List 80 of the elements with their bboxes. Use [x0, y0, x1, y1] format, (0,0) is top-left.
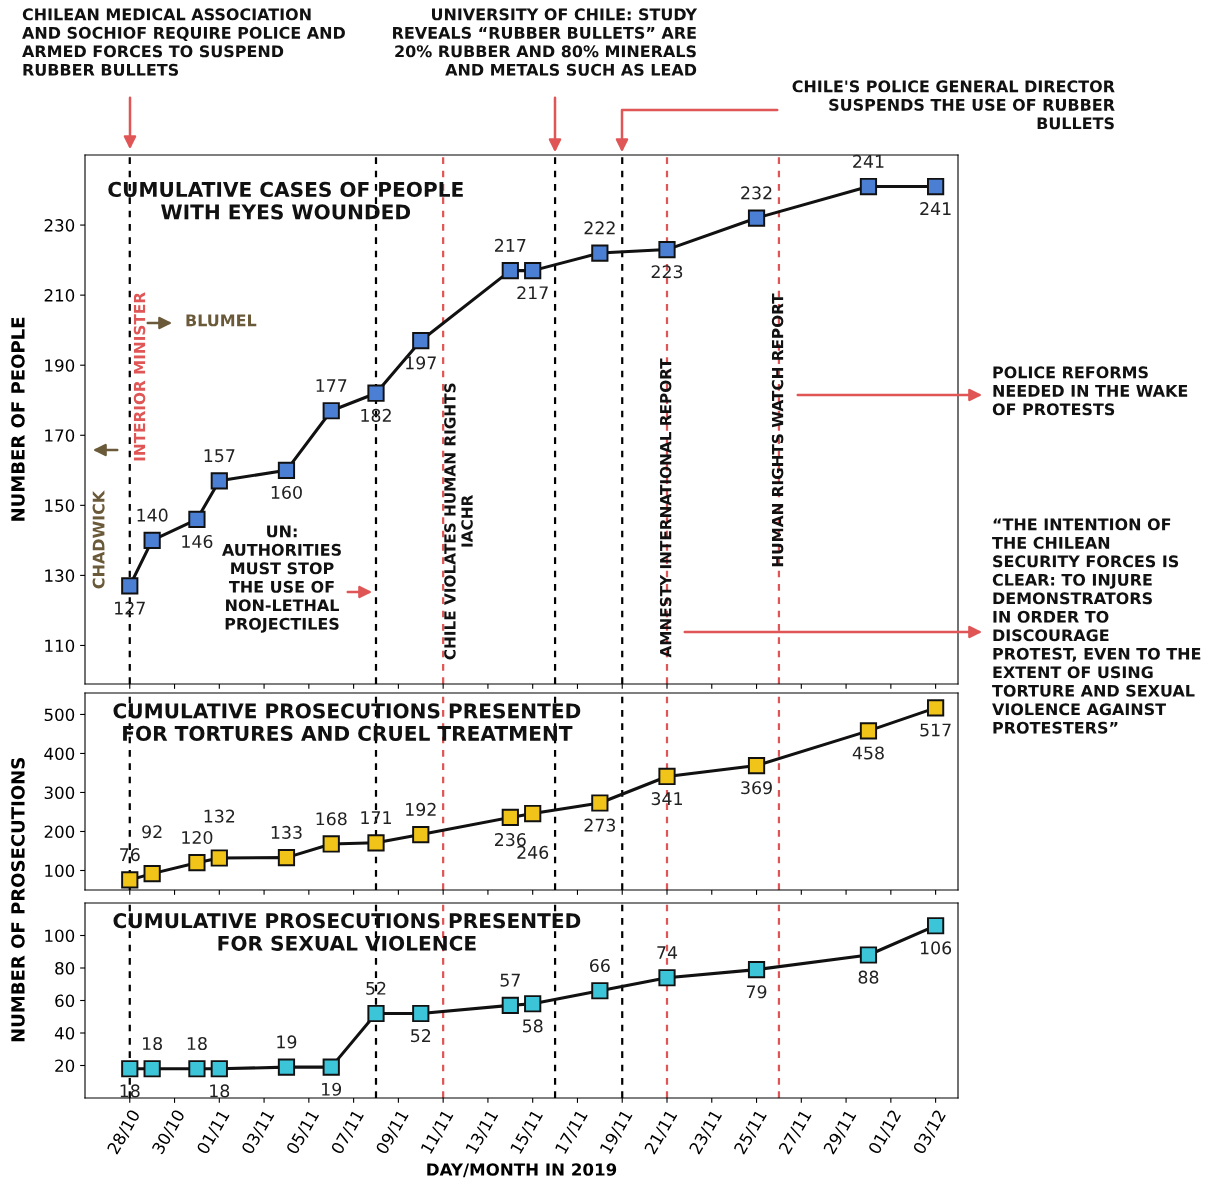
data-label: 52 [411, 1029, 431, 1043]
data-label: 18 [187, 1036, 207, 1051]
y-tick-label: 20 [55, 1059, 75, 1073]
annotation: BLUMEL [186, 314, 257, 327]
data-label: 74 [657, 946, 678, 959]
data-label: 236 [495, 833, 526, 847]
y-tick-label: 210 [44, 289, 75, 302]
y-tick-label: 80 [55, 961, 75, 975]
data-label: 79 [746, 985, 767, 999]
text: POLICE REFORMS NEEDED IN THE WAKE OF PROTESTS [992, 366, 1188, 416]
data-label: 168 [316, 812, 347, 826]
y-tick-label: 500 [44, 708, 75, 722]
y-tick-label: 130 [45, 569, 75, 582]
data-label: 140 [137, 508, 168, 522]
data-label: 177 [316, 379, 347, 392]
data-label: 66 [590, 958, 610, 973]
y-tick-label: 230 [44, 219, 75, 232]
data-label: 241 [853, 154, 884, 168]
data-label: 132 [204, 809, 235, 823]
y-tick-label: 400 [44, 747, 75, 761]
text: CUMULATIVE CASES OF PEOPLE WITH EYES WOUNDED [108, 181, 463, 220]
data-label: 160 [271, 485, 302, 500]
data-label: 223 [651, 265, 683, 279]
data-label: 458 [852, 746, 884, 760]
text: CUMULATIVE PROSECUTIONS PRESENTED FOR TORTURES AND CRUEL TREATMENT [113, 703, 581, 741]
y-axis-title: NUMBER OF PROSECUTIONS [11, 758, 25, 1042]
data-label: 232 [741, 186, 772, 200]
ref-line-label: AMNESTY INTERNATIONAL REPORT [659, 358, 672, 658]
ref-line-label: CHILE VIOLATES HUMAN RIGHTS IACHR [444, 383, 473, 660]
data-label: 92 [142, 825, 162, 839]
y-tick-label: 150 [45, 499, 75, 512]
data-label: 19 [322, 1082, 342, 1096]
data-label: 192 [406, 802, 436, 816]
data-label: 106 [920, 941, 952, 955]
data-label: 246 [517, 845, 549, 859]
data-label: 52 [366, 981, 386, 995]
y-tick-label: 40 [54, 1026, 75, 1040]
ref-line-label: INTERIOR MINISTER [133, 292, 146, 461]
y-tick-label: 100 [45, 864, 75, 878]
data-label: 341 [651, 792, 682, 806]
data-label: 19 [277, 1035, 297, 1049]
data-label: 146 [182, 534, 213, 549]
text: UNIVERSITY OF CHILE: STUDY REVEALS “RUBBER BULLETS” ARE 20% RUBBER AND 80% MINERALS AND METALS SUCH AS LEAD [393, 8, 698, 76]
text: CHILE'S POLICE GENERAL DIRECTOR SUSPENDS THE USE OF RUBBER BULLETS [792, 80, 1115, 130]
data-label: 88 [858, 970, 879, 984]
y-tick-label: 200 [44, 825, 75, 839]
data-label: 133 [271, 825, 302, 839]
data-label: 182 [361, 408, 391, 422]
data-label: 58 [522, 1019, 543, 1033]
data-label: 127 [115, 601, 145, 615]
y-axis-title: NUMBER OF PEOPLE [11, 317, 25, 521]
y-tick-label: 300 [44, 786, 75, 800]
data-label: 157 [204, 449, 235, 463]
text: “THE INTENTION OF THE CHILEAN SECURITY FORCES IS CLEAR: TO INJURE DEMONSTRATORS IN ORDER TO DISCOURAGE PROTEST, EVEN TO THE EXTENT OF USING TORTURE AND SEXUAL VIOLENCE AGAINST PROTESTERS” [992, 518, 1201, 734]
y-tick-label: 60 [55, 994, 75, 1008]
data-label: 273 [584, 818, 616, 832]
data-label: 18 [143, 1036, 163, 1051]
annotation: CHADWICK [92, 490, 105, 589]
data-label: 76 [120, 848, 140, 862]
data-label: 18 [120, 1084, 140, 1098]
y-tick-label: 100 [45, 929, 75, 943]
data-label: 171 [361, 811, 391, 824]
ref-line-label: HUMAN RIGHTS WATCH REPORT [771, 293, 784, 567]
y-tick-label: 110 [45, 639, 75, 653]
data-label: 369 [741, 781, 772, 795]
data-label: 57 [500, 973, 520, 987]
data-label: 120 [182, 830, 213, 845]
data-label: 517 [920, 723, 951, 737]
data-label: 217 [495, 238, 526, 252]
text: CUMULATIVE PROSECUTIONS PRESENTED FOR SEXUAL VIOLENCE [113, 913, 581, 951]
data-label: 197 [406, 356, 436, 370]
annotation: UN: AUTHORITIES MUST STOP THE USE OF NON-LETHAL PROJECTILES [221, 525, 341, 633]
x-axis-title: DAY/MONTH IN 2019 [427, 1163, 617, 1178]
text: CHILEAN MEDICAL ASSOCIATION AND SOCHIOF REQUIRE POLICE AND ARMED FORCES TO SUSPEND RUBBER BULLETS [22, 8, 345, 76]
data-label: 217 [517, 286, 548, 300]
data-label: 18 [210, 1084, 230, 1098]
data-label: 241 [920, 202, 951, 215]
y-tick-label: 190 [45, 359, 75, 372]
y-tick-label: 170 [45, 429, 75, 442]
data-label: 222 [584, 221, 615, 235]
